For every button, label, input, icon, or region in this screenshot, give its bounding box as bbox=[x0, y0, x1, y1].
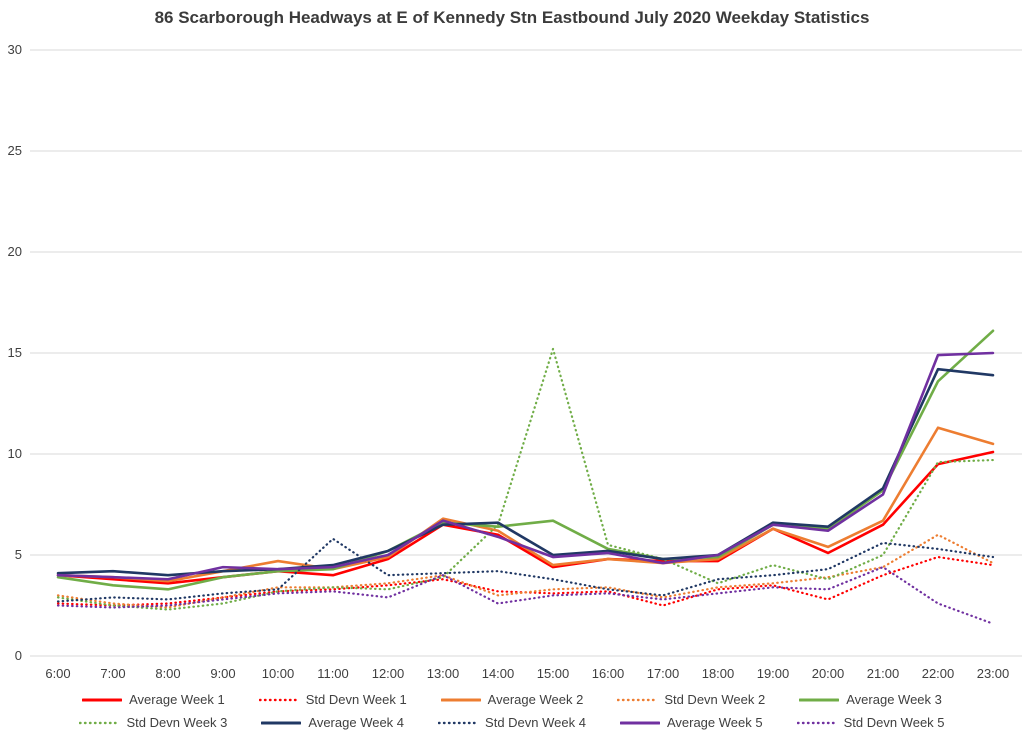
x-axis-tick-label: 18:00 bbox=[702, 666, 735, 681]
series-line-std-devn-week-3 bbox=[56, 347, 995, 611]
chart-legend: Average Week 1 Std Devn Week 1 Average Wee… bbox=[0, 692, 1024, 730]
series-line-average-week-3 bbox=[56, 329, 995, 591]
legend-label: Average Week 3 bbox=[846, 692, 942, 707]
x-axis-tick-label: 16:00 bbox=[592, 666, 625, 681]
x-axis-tick-label: 15:00 bbox=[537, 666, 570, 681]
legend-line-sample-icon bbox=[82, 698, 123, 701]
x-axis-tick-label: 23:00 bbox=[977, 666, 1010, 681]
legend-label: Std Devn Week 3 bbox=[126, 715, 228, 730]
legend-item-average-week-2: Average Week 2 bbox=[440, 692, 584, 707]
legend-label: Average Week 4 bbox=[308, 715, 405, 730]
series-line-std-devn-week-4 bbox=[56, 537, 995, 603]
legend-item-average-week-1: Average Week 1 bbox=[82, 692, 225, 707]
legend-item-average-week-4: Average Week 4 bbox=[261, 715, 404, 730]
series-line-std-devn-week-5 bbox=[56, 566, 995, 625]
legend-item-average-week-5: Average Week 5 bbox=[619, 715, 763, 730]
series-line-std-devn-week-1 bbox=[56, 555, 995, 607]
legend-label: Std Devn Week 2 bbox=[664, 692, 766, 707]
legend-label: Average Week 2 bbox=[487, 692, 584, 707]
x-axis-tick-label: 13:00 bbox=[427, 666, 460, 681]
legend-line-sample-icon bbox=[258, 698, 299, 701]
legend-line-sample-icon bbox=[79, 721, 120, 724]
legend-item-average-week-3: Average Week 3 bbox=[799, 692, 942, 707]
legend-item-std-devn-week-5: Std Devn Week 5 bbox=[796, 715, 945, 730]
chart-title: 86 Scarborough Headways at E of Kennedy … bbox=[154, 8, 870, 27]
legend-line-sample-icon bbox=[619, 721, 660, 724]
legend-row: Std Devn Week 3 Average Week 4 Std Devn We… bbox=[0, 715, 1024, 730]
x-axis-tick-label: 12:00 bbox=[372, 666, 405, 681]
legend-line-sample-icon bbox=[438, 721, 479, 724]
x-axis-tick-label: 10:00 bbox=[262, 666, 295, 681]
legend-line-sample-icon bbox=[796, 721, 837, 724]
x-axis-tick-label: 6:00 bbox=[45, 666, 70, 681]
x-axis-tick-label: 8:00 bbox=[155, 666, 180, 681]
y-axis-tick-label: 30 bbox=[8, 42, 22, 57]
legend-item-std-devn-week-4: Std Devn Week 4 bbox=[438, 715, 586, 730]
legend-label: Average Week 5 bbox=[666, 715, 763, 730]
line-chart-plot: 0 5 10 15 20 25 30 6:00 7:00 8:00 9:00 10:00 11:00 12… bbox=[8, 42, 1022, 681]
y-axis-tick-label: 10 bbox=[8, 446, 22, 461]
x-axis-tick-label: 20:00 bbox=[812, 666, 845, 681]
legend-item-std-devn-week-2: Std Devn Week 2 bbox=[617, 692, 765, 707]
series-line-average-week-4 bbox=[56, 367, 995, 577]
y-axis-tick-label: 20 bbox=[8, 244, 22, 259]
x-axis-tick-label: 19:00 bbox=[757, 666, 790, 681]
legend-item-std-devn-week-3: Std Devn Week 3 bbox=[79, 715, 227, 730]
x-axis-tick-label: 11:00 bbox=[317, 666, 349, 681]
y-axis-tick-label: 0 bbox=[15, 648, 22, 663]
legend-line-sample-icon bbox=[261, 721, 302, 724]
x-axis-tick-label: 17:00 bbox=[647, 666, 680, 681]
x-axis-tick-label: 7:00 bbox=[100, 666, 125, 681]
y-axis-tick-label: 5 bbox=[15, 547, 22, 562]
legend-label: Std Devn Week 5 bbox=[843, 715, 945, 730]
legend-line-sample-icon bbox=[617, 698, 658, 701]
x-axis-tick-label: 21:00 bbox=[867, 666, 900, 681]
x-axis-tick-label: 14:00 bbox=[482, 666, 515, 681]
legend-line-sample-icon bbox=[799, 698, 840, 701]
legend-row: Average Week 1 Std Devn Week 1 Average Wee… bbox=[0, 692, 1024, 707]
series-line-average-week-1 bbox=[56, 450, 995, 585]
legend-label: Average Week 1 bbox=[129, 692, 225, 707]
x-axis-tick-label: 22:00 bbox=[922, 666, 955, 681]
legend-label: Std Devn Week 1 bbox=[305, 692, 407, 707]
legend-label: Std Devn Week 4 bbox=[485, 715, 586, 730]
y-axis-tick-label: 15 bbox=[8, 345, 22, 360]
x-axis-tick-label: 9:00 bbox=[210, 666, 235, 681]
y-axis-tick-label: 25 bbox=[8, 143, 22, 158]
legend-line-sample-icon bbox=[440, 698, 481, 701]
series-line-average-week-5 bbox=[56, 351, 995, 581]
legend-item-std-devn-week-1: Std Devn Week 1 bbox=[258, 692, 407, 707]
